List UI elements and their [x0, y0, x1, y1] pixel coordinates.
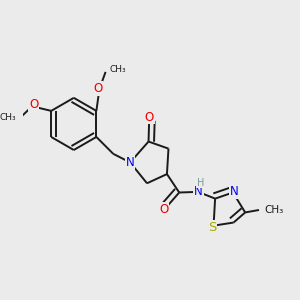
Text: H: H: [197, 178, 204, 188]
Text: CH₃: CH₃: [109, 65, 126, 74]
Text: O: O: [145, 110, 154, 124]
Text: O: O: [93, 82, 103, 95]
Text: O: O: [29, 98, 38, 111]
Text: CH₃: CH₃: [0, 113, 16, 122]
Text: O: O: [159, 203, 169, 216]
Text: CH₃: CH₃: [265, 205, 284, 215]
Text: N: N: [126, 156, 134, 169]
Text: N: N: [230, 185, 239, 198]
Text: S: S: [208, 221, 216, 234]
Text: N: N: [194, 185, 203, 198]
